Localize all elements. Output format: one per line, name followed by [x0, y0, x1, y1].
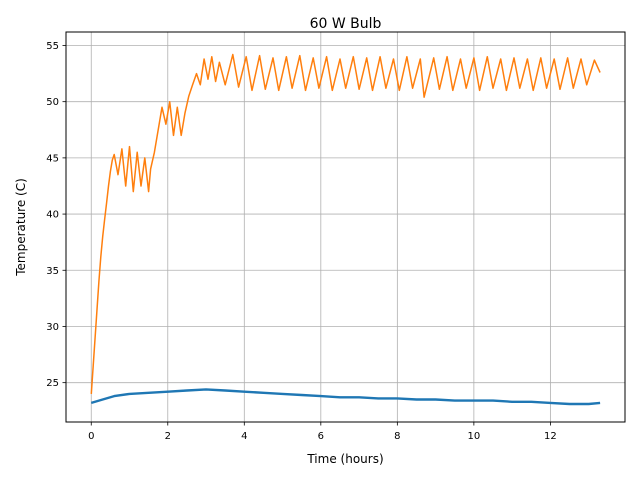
- x-axis-ticks: 0 2 4 6 8 10 12: [88, 422, 557, 442]
- x-tick-label: 4: [241, 431, 247, 442]
- grid: [66, 32, 625, 422]
- x-tick-label: 2: [165, 431, 171, 442]
- y-tick-label: 30: [46, 322, 59, 333]
- y-tick-label: 25: [46, 378, 59, 389]
- y-tick-label: 45: [46, 153, 59, 164]
- series-line-2: [90, 53, 601, 394]
- x-tick-label: 6: [318, 431, 324, 442]
- x-tick-label: 12: [544, 431, 557, 442]
- y-tick-label: 50: [46, 97, 59, 108]
- x-tick-label: 8: [394, 431, 400, 442]
- x-tick-label: 10: [468, 431, 481, 442]
- y-axis-label: Temperature (C): [14, 178, 28, 277]
- chart-title: 60 W Bulb: [310, 16, 382, 32]
- axes-frame: [65, 31, 626, 423]
- y-tick-label: 40: [46, 210, 59, 221]
- x-tick-label: 0: [88, 431, 94, 442]
- series-group: [90, 53, 601, 406]
- series-line-1: [90, 388, 601, 406]
- y-tick-label: 35: [46, 266, 59, 277]
- x-axis-label: Time (hours): [306, 452, 383, 466]
- y-tick-label: 55: [46, 41, 59, 52]
- y-axis-ticks: 25 30 35 40 45 50 55: [46, 41, 66, 389]
